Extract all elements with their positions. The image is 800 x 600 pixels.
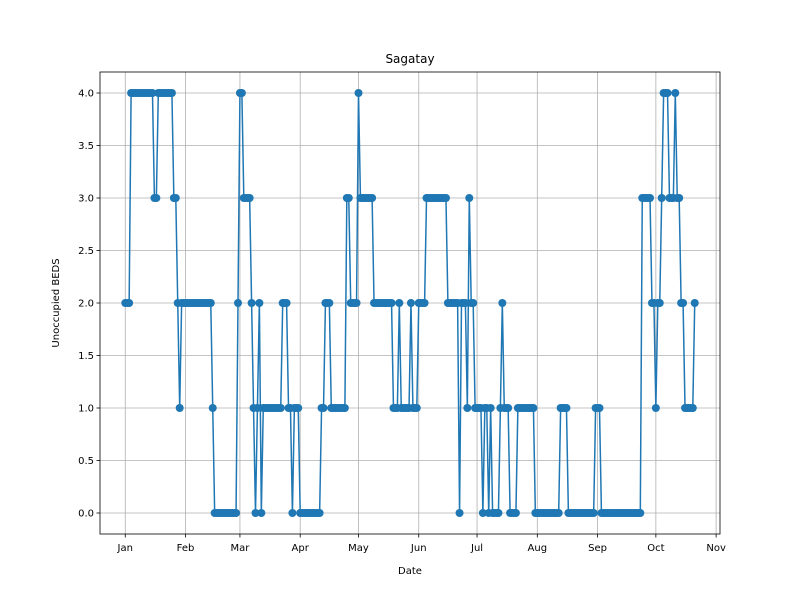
data-point [688,404,697,412]
data-point [245,194,254,202]
x-tick-label: May [348,543,369,554]
data-point [255,299,264,307]
data-point [354,89,363,97]
x-tick-label: Oct [647,543,664,554]
data-point [395,299,404,307]
data-point [529,404,538,412]
data-point [412,404,421,412]
data-point [253,404,262,412]
series-layer [121,89,699,517]
data-point [504,404,513,412]
x-tick-label: Sep [588,543,607,554]
data-point [486,404,495,412]
data-point [247,299,256,307]
data-point [206,299,215,307]
x-tick-label: Jan [117,543,133,554]
data-point [175,404,184,412]
data-point [494,509,503,517]
data-point [469,299,478,307]
data-point [319,404,328,412]
data-point [282,299,291,307]
data-point [233,299,242,307]
x-axis-label: Date [398,566,422,577]
chart-title: Sagatay [385,52,434,66]
data-point [288,509,297,517]
y-tick-label: 2.5 [78,246,94,257]
data-point [208,404,217,412]
data-point [657,194,666,202]
data-point [441,194,450,202]
data-point [352,299,361,307]
data-point [636,509,645,517]
y-tick-label: 1.0 [78,404,94,415]
y-axis: 0.0 0.5 1.0 1.5 2.0 2.5 3.0 3.5 4.0 [78,89,100,520]
data-point [498,299,507,307]
data-point [232,509,241,517]
data-point [562,404,571,412]
data-point [325,299,334,307]
data-point [461,299,470,307]
data-point [511,509,520,517]
data-point [554,509,563,517]
data-point [368,194,377,202]
data-point [125,299,134,307]
data-point [651,404,660,412]
y-tick-label: 0.5 [78,456,94,467]
y-axis-label: Unoccupied BEDS [51,258,62,347]
data-point [589,509,598,517]
y-tick-label: 0.0 [78,509,94,520]
x-tick-label: Jul [470,543,483,554]
data-point [257,509,266,517]
data-point [646,194,655,202]
x-tick-label: Mar [230,543,250,554]
data-point [455,509,464,517]
data-point [251,509,260,517]
data-point [167,89,176,97]
data-point [655,299,664,307]
x-tick-label: Apr [292,543,310,554]
x-tick-label: Feb [177,543,195,554]
y-tick-label: 2.0 [78,299,94,310]
data-point [663,89,672,97]
data-point [340,404,349,412]
data-point [420,299,429,307]
data-point [465,194,474,202]
x-tick-label: Jun [410,543,427,554]
data-point [690,299,699,307]
data-point [406,299,415,307]
x-tick-label: Nov [706,543,726,554]
data-point [315,509,324,517]
data-point [595,404,604,412]
y-tick-label: 1.5 [78,351,94,362]
data-point [171,194,180,202]
data-point [675,194,684,202]
data-point [478,509,487,517]
y-tick-label: 4.0 [78,89,94,100]
data-point [237,89,246,97]
data-point [463,404,472,412]
data-point [387,299,396,307]
data-point [152,194,161,202]
y-tick-label: 3.0 [78,194,94,205]
data-point [671,89,680,97]
x-tick-label: Aug [528,543,548,554]
data-point [294,404,303,412]
data-point [344,194,353,202]
data-point [276,404,285,412]
data-point [148,89,157,97]
x-axis: Jan Feb Mar Apr May Jun Jul Aug Sep Oct Nov [117,534,726,554]
y-tick-label: 3.5 [78,141,94,152]
data-point [679,299,688,307]
